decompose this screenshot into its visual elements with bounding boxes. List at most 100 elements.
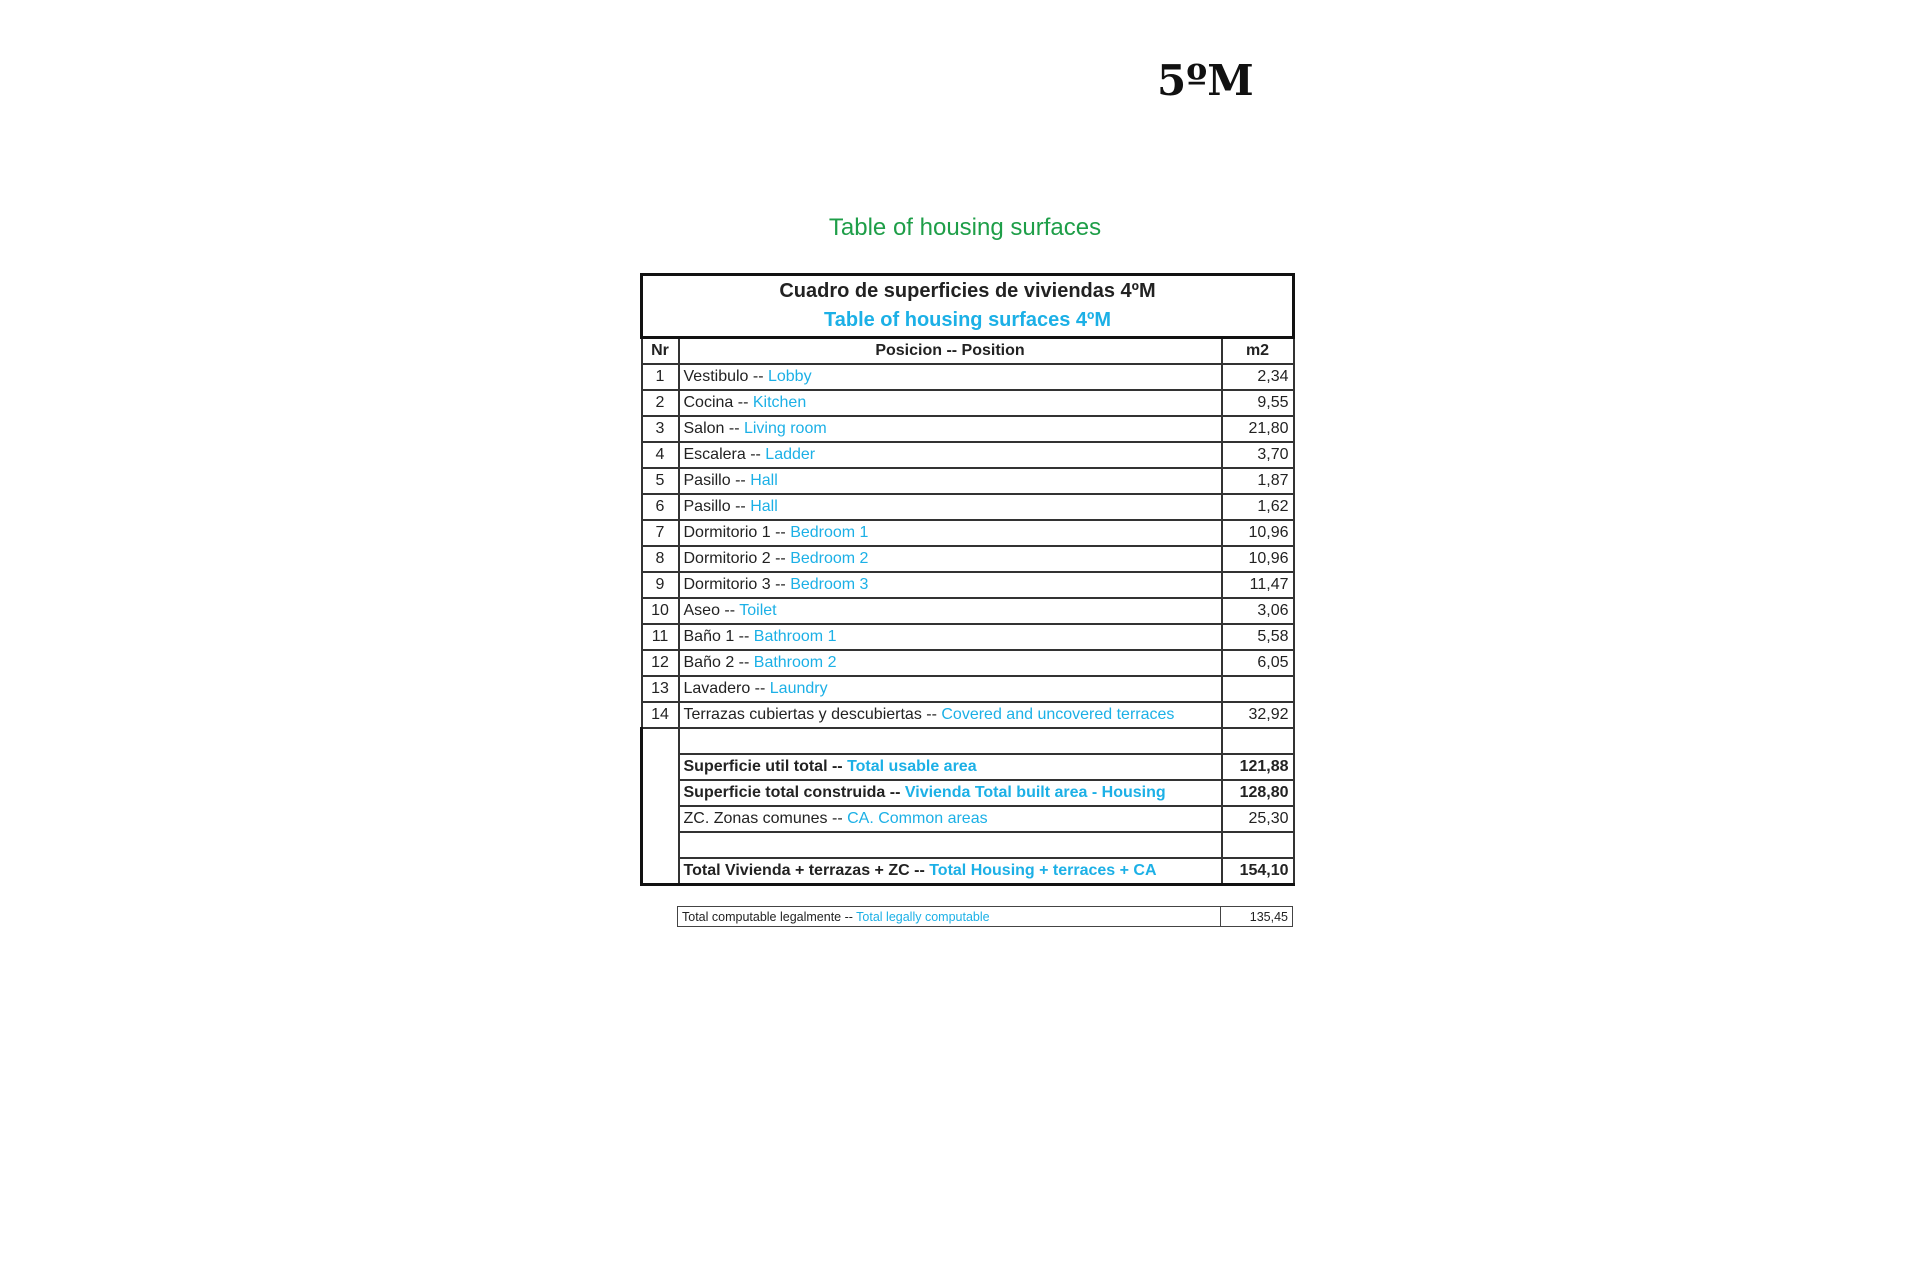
row-nr: 13 — [640, 675, 680, 703]
table-row: 11 Baño 1 -- Bathroom 1 5,58 — [640, 623, 1295, 651]
position-cell: Cocina -- Kitchen — [677, 389, 1223, 417]
position-cell: Pasillo -- Hall — [677, 493, 1223, 521]
position-es: Baño 2 -- — [683, 654, 754, 671]
header-m2: m2 — [1220, 336, 1295, 365]
total-m2: 121,88 — [1220, 753, 1295, 781]
position-en: Bedroom 1 — [790, 524, 869, 541]
total-row: Total Vivienda + terrazas + ZC -- Total … — [640, 857, 1295, 886]
row-m2: 1,62 — [1220, 493, 1295, 521]
total-m2: 25,30 — [1220, 805, 1295, 833]
position-es: ZC. Zonas comunes -- — [683, 810, 848, 827]
position-en: Bedroom 2 — [790, 550, 869, 567]
position-en: CA. Common areas — [847, 810, 988, 827]
empty-nr-cell — [640, 780, 680, 806]
header-position: Posicion -- Position — [677, 336, 1223, 365]
total-m2 — [1220, 727, 1295, 755]
table-row: 7 Dormitorio 1 -- Bedroom 1 10,96 — [640, 519, 1295, 547]
computable-en: Total legally computable — [856, 909, 990, 924]
position-es: Superficie util total -- — [683, 758, 848, 775]
row-nr: 11 — [640, 623, 680, 651]
computable-table: Total computable legalmente -- Total leg… — [677, 906, 1293, 927]
empty-nr-cell — [640, 728, 680, 754]
total-row — [640, 727, 1295, 755]
position-en: Kitchen — [752, 394, 807, 411]
position-es: Baño 1 -- — [683, 628, 754, 645]
row-nr: 10 — [640, 597, 680, 625]
position-es: Total Vivienda + terrazas + ZC -- — [683, 862, 930, 879]
position-es: Pasillo -- — [683, 472, 751, 489]
position-es: Aseo -- — [683, 602, 740, 619]
position-cell: ZC. Zonas comunes -- CA. Common areas — [677, 805, 1223, 833]
row-nr: 3 — [640, 415, 680, 443]
position-cell: Baño 1 -- Bathroom 1 — [677, 623, 1223, 651]
table-row: 10 Aseo -- Toilet 3,06 — [640, 597, 1295, 625]
total-m2: 154,10 — [1220, 857, 1295, 886]
position-es: Lavadero -- — [683, 680, 770, 697]
position-cell: Salon -- Living room — [677, 415, 1223, 443]
position-en: Hall — [750, 498, 778, 515]
position-en: Total usable area — [847, 758, 977, 775]
position-en: Covered and uncovered terraces — [941, 706, 1175, 723]
row-nr: 2 — [640, 389, 680, 417]
row-nr: 5 — [640, 467, 680, 495]
row-nr: 14 — [640, 701, 680, 729]
position-es: Pasillo -- — [683, 498, 751, 515]
row-m2: 3,70 — [1220, 441, 1295, 469]
header-nr: Nr — [640, 336, 680, 365]
position-en: Lobby — [767, 368, 812, 385]
computable-row: Total computable legalmente -- Total leg… — [677, 906, 1293, 927]
row-m2: 1,87 — [1220, 467, 1295, 495]
position-cell: Dormitorio 2 -- Bedroom 2 — [677, 545, 1223, 573]
position-cell — [677, 831, 1223, 859]
position-cell: Superficie util total -- Total usable ar… — [677, 753, 1223, 781]
total-m2: 128,80 — [1220, 779, 1295, 807]
row-m2: 3,06 — [1220, 597, 1295, 625]
row-nr: 6 — [640, 493, 680, 521]
computable-m2: 135,45 — [1220, 906, 1293, 927]
position-es: Salon -- — [683, 420, 744, 437]
row-nr: 1 — [640, 363, 680, 391]
table-row: 9 Dormitorio 3 -- Bedroom 3 11,47 — [640, 571, 1295, 599]
position-cell: Baño 2 -- Bathroom 2 — [677, 649, 1223, 677]
position-cell: Pasillo -- Hall — [677, 467, 1223, 495]
row-m2: 10,96 — [1220, 545, 1295, 573]
table-row: 2 Cocina -- Kitchen 9,55 — [640, 389, 1295, 417]
computable-es: Total computable legalmente -- — [682, 909, 857, 924]
table-title-en: Table of housing surfaces 4ºM — [824, 309, 1111, 331]
row-m2: 11,47 — [1220, 571, 1295, 599]
position-es: Vestibulo -- — [683, 368, 768, 385]
position-en: Bathroom 2 — [753, 654, 837, 671]
position-en: Total Housing + terraces + CA — [929, 862, 1157, 879]
empty-nr-cell — [640, 806, 680, 832]
table-row: 4 Escalera -- Ladder 3,70 — [640, 441, 1295, 469]
position-cell: Vestibulo -- Lobby — [677, 363, 1223, 391]
table-row: 8 Dormitorio 2 -- Bedroom 2 10,96 — [640, 545, 1295, 573]
position-es: Dormitorio 1 -- — [683, 524, 791, 541]
position-cell — [677, 727, 1223, 755]
table-row: 3 Salon -- Living room 21,80 — [640, 415, 1295, 443]
position-en: Bedroom 3 — [790, 576, 869, 593]
row-m2 — [1220, 675, 1295, 703]
table-title-es: Cuadro de superficies de viviendas 4ºM — [779, 280, 1156, 302]
row-nr: 9 — [640, 571, 680, 599]
row-nr: 7 — [640, 519, 680, 547]
row-m2: 9,55 — [1220, 389, 1295, 417]
position-en: Vivienda Total built area - Housing — [904, 784, 1166, 801]
table-row: 13 Lavadero -- Laundry — [640, 675, 1295, 703]
table-row: 1 Vestibulo -- Lobby 2,34 — [640, 363, 1295, 391]
table-row: 12 Baño 2 -- Bathroom 2 6,05 — [640, 649, 1295, 677]
row-m2: 21,80 — [1220, 415, 1295, 443]
position-cell: Dormitorio 3 -- Bedroom 3 — [677, 571, 1223, 599]
row-nr: 12 — [640, 649, 680, 677]
position-en: Ladder — [765, 446, 816, 463]
row-m2: 5,58 — [1220, 623, 1295, 651]
caption: Table of housing surfaces — [828, 214, 1102, 241]
position-es: Escalera -- — [683, 446, 766, 463]
position-es: Superficie total construida -- — [683, 784, 905, 801]
row-m2: 6,05 — [1220, 649, 1295, 677]
empty-nr-cell — [640, 858, 680, 886]
position-es: Dormitorio 2 -- — [683, 550, 791, 567]
position-cell: Lavadero -- Laundry — [677, 675, 1223, 703]
total-row: Superficie util total -- Total usable ar… — [640, 753, 1295, 781]
position-cell: Superficie total construida -- Vivienda … — [677, 779, 1223, 807]
